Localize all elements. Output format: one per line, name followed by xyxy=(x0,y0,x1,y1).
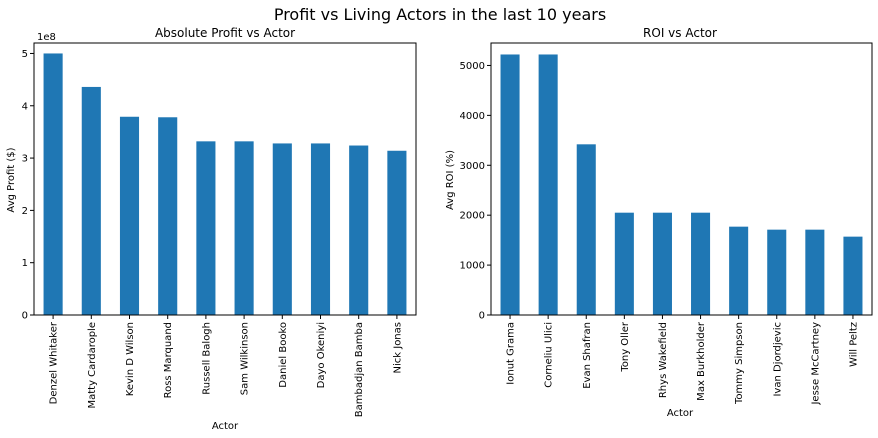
profit-chart-x-tick-label: Bambadjan Bamba xyxy=(354,322,365,417)
roi-chart-y-tick-label: 1000 xyxy=(460,261,485,272)
profit-chart-bar xyxy=(310,143,331,315)
roi-chart-y-axis: 0 1000 2000 3000 4000 5000 xyxy=(460,61,491,322)
profit-chart-bar xyxy=(234,141,254,315)
profit-chart-x-tick-label: Sam Wilkinson xyxy=(240,322,251,395)
roi-chart: ROI vs Actor Avg ROI (%) Actor 0 1000 2000… xyxy=(445,26,873,419)
profit-chart-y-tick-label: 1 xyxy=(22,258,28,269)
roi-chart-ylabel: Avg ROI (%) xyxy=(445,150,456,210)
profit-chart-x-tick-label: Russell Balogh xyxy=(201,322,212,395)
roi-chart-y-tick-label: 4000 xyxy=(460,111,485,122)
profit-chart-y-tick-label: 5 xyxy=(22,49,28,60)
profit-chart-title: Absolute Profit vs Actor xyxy=(155,26,295,40)
profit-chart-bar xyxy=(158,117,178,316)
roi-chart-x-tick-label: Ionut Grama xyxy=(506,322,517,385)
roi-chart-y-tick-label: 2000 xyxy=(460,211,485,222)
roi-chart-x-tick-label: Corneliu Ulici xyxy=(544,322,555,388)
profit-chart-y-tick-label: 0 xyxy=(22,311,28,322)
roi-chart-bar xyxy=(767,229,787,315)
profit-chart-bar xyxy=(196,141,216,315)
profit-chart-x-axis: Denzel Whitaker Matty Cardarople Kevin D W… xyxy=(49,315,403,417)
roi-chart-bar xyxy=(614,212,634,315)
profit-chart-y-tick-label: 3 xyxy=(22,154,28,165)
profit-chart-x-tick-label: Nick Jonas xyxy=(392,322,403,373)
roi-chart-x-tick-label: Rhys Wakefield xyxy=(658,322,669,398)
profit-chart-y-tick-label: 2 xyxy=(22,206,28,217)
roi-chart-bars xyxy=(500,54,863,316)
roi-chart-bar xyxy=(843,236,863,315)
profit-chart-xlabel: Actor xyxy=(212,421,239,432)
roi-chart-bar xyxy=(576,144,596,315)
roi-chart-bar xyxy=(500,54,520,316)
profit-chart-x-tick-label: Dayo Okeniyi xyxy=(316,322,327,388)
figure-title: Profit vs Living Actors in the last 10 y… xyxy=(274,5,606,24)
profit-chart-bar xyxy=(272,143,292,315)
profit-chart: Absolute Profit vs Actor 1e8 Avg Profit … xyxy=(6,26,417,432)
profit-chart-y-axis: 0 1 2 3 4 5 xyxy=(22,49,34,322)
profit-chart-bar xyxy=(349,145,369,315)
roi-chart-bar xyxy=(538,54,558,316)
roi-chart-x-tick-label: Evan Shafran xyxy=(582,322,593,389)
roi-chart-bar xyxy=(652,212,672,315)
roi-chart-y-tick-label: 0 xyxy=(479,311,485,322)
profit-chart-bars xyxy=(43,53,407,316)
profit-chart-x-tick-label: Ross Marquand xyxy=(163,322,174,398)
roi-chart-bar xyxy=(691,212,711,315)
profit-chart-frame xyxy=(33,42,417,316)
profit-chart-bar xyxy=(119,116,140,315)
roi-chart-x-tick-label: Ivan Djordjevic xyxy=(772,322,783,397)
profit-chart-x-tick-label: Matty Cardarople xyxy=(87,322,98,409)
profit-chart-x-tick-label: Daniel Booko xyxy=(278,322,289,388)
profit-chart-x-tick-label: Kevin D Wilson xyxy=(125,322,136,396)
roi-chart-x-tick-label: Will Peltz xyxy=(848,322,859,367)
profit-chart-bar xyxy=(43,53,63,315)
roi-chart-x-tick-label: Tommy Simpson xyxy=(734,322,745,405)
roi-chart-xlabel: Actor xyxy=(667,408,694,419)
roi-chart-y-tick-label: 5000 xyxy=(460,61,485,72)
roi-chart-y-tick-label: 3000 xyxy=(460,161,485,172)
roi-chart-title: ROI vs Actor xyxy=(643,26,717,40)
roi-chart-x-tick-label: Jesse McCartney xyxy=(810,322,821,406)
profit-chart-x-tick-label: Denzel Whitaker xyxy=(49,321,60,404)
roi-chart-frame xyxy=(490,42,873,316)
roi-chart-x-tick-label: Max Burkholder xyxy=(696,321,707,401)
roi-chart-x-tick-label: Tony Oller xyxy=(620,321,631,373)
profit-chart-offset-label: 1e8 xyxy=(37,32,56,43)
roi-chart-x-axis: Ionut Grama Corneliu Ulici Evan Shafran Ton… xyxy=(506,315,859,406)
roi-chart-bar xyxy=(805,229,825,315)
profit-chart-bar xyxy=(81,86,101,315)
profit-chart-ylabel: Avg Profit ($) xyxy=(6,147,17,212)
profit-chart-bar xyxy=(387,150,407,315)
roi-chart-bar xyxy=(729,226,749,315)
profit-chart-y-tick-label: 4 xyxy=(22,101,28,112)
